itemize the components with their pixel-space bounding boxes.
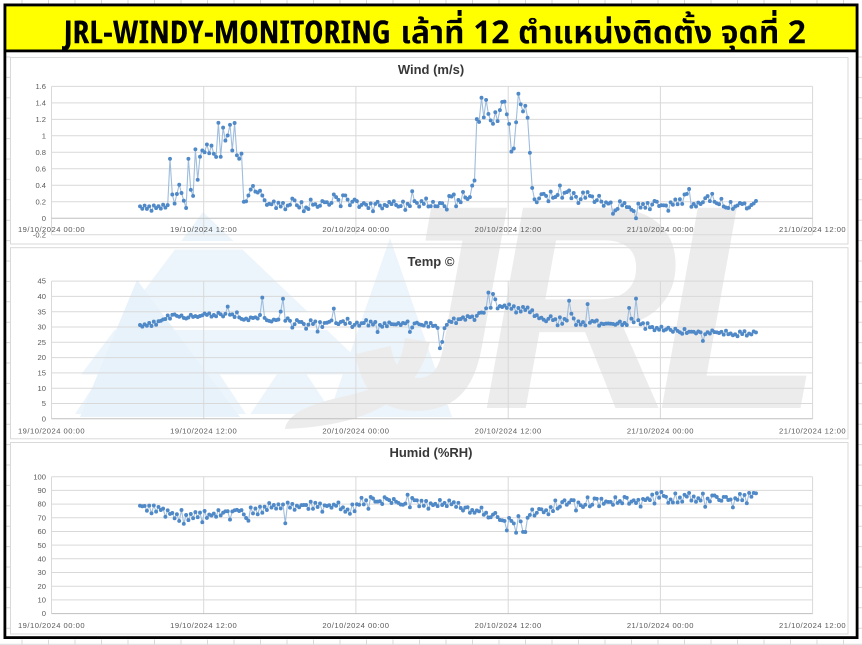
svg-text:35: 35	[38, 307, 46, 316]
svg-text:19/10/2024 00:00: 19/10/2024 00:00	[18, 426, 85, 435]
svg-text:20: 20	[38, 353, 46, 362]
svg-text:21/10/2024 00:00: 21/10/2024 00:00	[627, 621, 694, 630]
svg-text:Humid (%RH): Humid (%RH)	[389, 445, 472, 460]
svg-text:19/10/2024 12:00: 19/10/2024 12:00	[170, 426, 237, 435]
svg-text:0.6: 0.6	[35, 164, 46, 173]
svg-text:20: 20	[38, 582, 46, 591]
svg-text:JRL: JRL	[352, 145, 809, 470]
svg-text:21/10/2024 12:00: 21/10/2024 12:00	[779, 426, 846, 435]
svg-text:15: 15	[38, 369, 46, 378]
svg-text:21/10/2024 00:00: 21/10/2024 00:00	[627, 426, 694, 435]
svg-text:1.4: 1.4	[35, 99, 46, 108]
svg-text:25: 25	[38, 338, 46, 347]
svg-text:45: 45	[38, 277, 46, 286]
svg-text:21/10/2024 12:00: 21/10/2024 12:00	[779, 621, 846, 630]
svg-text:20/10/2024 12:00: 20/10/2024 12:00	[475, 426, 542, 435]
svg-text:20/10/2024 00:00: 20/10/2024 00:00	[322, 621, 389, 630]
svg-text:40: 40	[38, 554, 46, 563]
svg-text:60: 60	[38, 527, 46, 536]
svg-text:19/10/2024 00:00: 19/10/2024 00:00	[18, 621, 85, 630]
svg-text:21/10/2024 12:00: 21/10/2024 12:00	[779, 225, 846, 234]
svg-text:20/10/2024 00:00: 20/10/2024 00:00	[322, 225, 389, 234]
svg-text:1.6: 1.6	[35, 82, 46, 91]
svg-text:0.8: 0.8	[35, 148, 46, 157]
svg-text:0: 0	[42, 609, 46, 618]
svg-text:20/10/2024 12:00: 20/10/2024 12:00	[475, 621, 542, 630]
svg-text:20/10/2024 12:00: 20/10/2024 12:00	[475, 225, 542, 234]
svg-text:Wind (m/s): Wind (m/s)	[398, 62, 464, 77]
svg-text:0.2: 0.2	[35, 197, 46, 206]
svg-text:20/10/2024 00:00: 20/10/2024 00:00	[322, 426, 389, 435]
svg-text:30: 30	[38, 323, 46, 332]
svg-text:-0.2: -0.2	[33, 230, 46, 239]
svg-text:0: 0	[42, 414, 46, 423]
svg-text:30: 30	[38, 568, 46, 577]
svg-text:70: 70	[38, 513, 46, 522]
svg-text:10: 10	[38, 384, 46, 393]
svg-text:1.2: 1.2	[35, 115, 46, 124]
svg-text:Temp ©: Temp ©	[408, 254, 455, 269]
svg-text:19/10/2024 12:00: 19/10/2024 12:00	[170, 225, 237, 234]
svg-text:40: 40	[38, 292, 46, 301]
svg-text:90: 90	[38, 486, 46, 495]
svg-text:19/10/2024 12:00: 19/10/2024 12:00	[170, 621, 237, 630]
svg-text:0: 0	[42, 214, 46, 223]
svg-text:19/10/2024 00:00: 19/10/2024 00:00	[18, 225, 85, 234]
svg-text:21/10/2024 00:00: 21/10/2024 00:00	[627, 225, 694, 234]
svg-text:80: 80	[38, 500, 46, 509]
svg-text:100: 100	[33, 472, 46, 481]
svg-text:5: 5	[42, 399, 46, 408]
svg-text:50: 50	[38, 541, 46, 550]
svg-text:1: 1	[42, 131, 46, 140]
svg-text:0.4: 0.4	[35, 181, 46, 190]
svg-text:10: 10	[38, 596, 46, 605]
